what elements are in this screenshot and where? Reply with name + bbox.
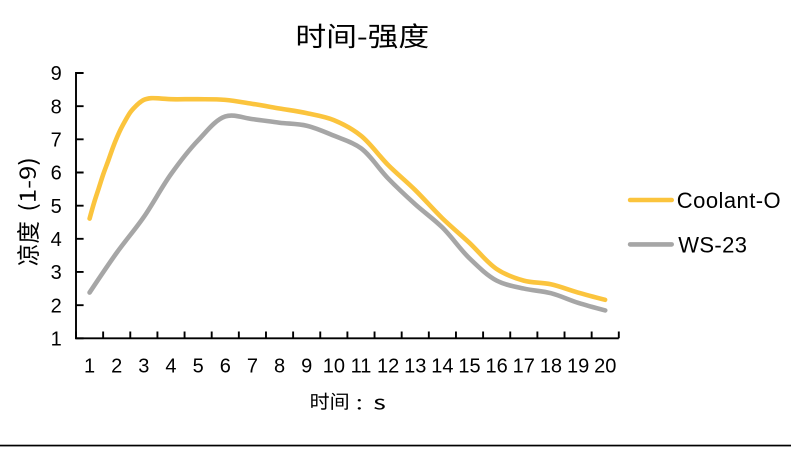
svg-text:18: 18	[540, 356, 562, 378]
svg-text:6: 6	[220, 356, 231, 378]
svg-text:Coolant-O: Coolant-O	[677, 188, 781, 213]
svg-text:14: 14	[431, 356, 453, 378]
svg-text:5: 5	[51, 196, 62, 218]
svg-text:16: 16	[486, 356, 508, 378]
svg-text:2: 2	[111, 356, 122, 378]
svg-text:20: 20	[594, 356, 616, 378]
svg-text:17: 17	[513, 356, 535, 378]
svg-text:1: 1	[51, 329, 62, 351]
svg-text:7: 7	[51, 130, 62, 152]
svg-text:15: 15	[458, 356, 480, 378]
svg-text:6: 6	[51, 163, 62, 185]
svg-text:5: 5	[193, 356, 204, 378]
svg-text:12: 12	[377, 356, 399, 378]
svg-text:8: 8	[51, 96, 62, 118]
svg-text:3: 3	[51, 262, 62, 284]
svg-text:11: 11	[351, 356, 372, 378]
svg-text:13: 13	[404, 356, 426, 378]
svg-text:9: 9	[301, 356, 312, 378]
svg-text:4: 4	[51, 229, 62, 251]
svg-text:19: 19	[567, 356, 589, 378]
svg-text:7: 7	[247, 356, 258, 378]
svg-text:WS-23: WS-23	[678, 233, 747, 258]
svg-text:8: 8	[274, 356, 285, 378]
svg-text:9: 9	[51, 63, 62, 85]
svg-text:4: 4	[165, 356, 176, 378]
svg-text:3: 3	[138, 356, 149, 378]
svg-text:10: 10	[323, 356, 345, 378]
svg-text:1: 1	[84, 356, 95, 378]
svg-text:2: 2	[51, 295, 62, 317]
